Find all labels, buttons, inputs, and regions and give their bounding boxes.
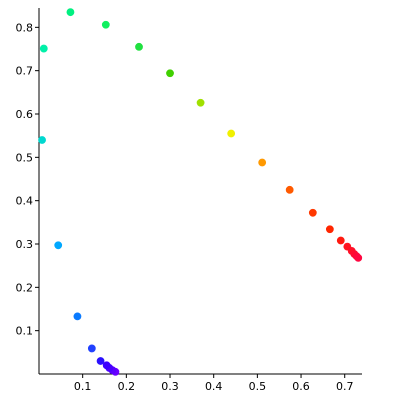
data-point xyxy=(54,241,63,250)
x-tick-label: 0.6 xyxy=(292,380,310,393)
data-points xyxy=(38,8,363,376)
data-point xyxy=(336,236,345,245)
y-tick-label: 0.4 xyxy=(16,195,34,208)
x-tick-label: 0.4 xyxy=(205,380,223,393)
data-point xyxy=(66,8,75,17)
data-point xyxy=(325,225,334,234)
data-point xyxy=(101,20,110,29)
data-point xyxy=(96,357,105,365)
y-tick-label: 0.1 xyxy=(16,325,34,338)
y-tick-label: 0.2 xyxy=(16,281,34,294)
data-point xyxy=(135,42,143,51)
x-tick-label: 0.2 xyxy=(118,380,136,393)
data-point xyxy=(87,344,96,353)
y-tick-label: 0.7 xyxy=(16,65,34,78)
x-tick-label: 0.1 xyxy=(74,380,92,393)
x-tick-label: 0.5 xyxy=(249,380,267,393)
axes: 0.1 0.2 0.3 0.4 0.5 0.6 0.7 0.1 0.2 0.3 0.4 0.5 0.6 0… xyxy=(16,8,362,393)
x-tick-label: 0.3 xyxy=(161,380,179,393)
x-tick-label: 0.7 xyxy=(336,380,354,393)
data-point xyxy=(196,98,205,107)
y-tick-label: 0.6 xyxy=(16,108,34,121)
y-tick-label: 0.8 xyxy=(16,21,34,34)
data-point xyxy=(102,361,111,370)
y-tick-label: 0.5 xyxy=(16,151,34,164)
data-point xyxy=(227,129,236,138)
data-point xyxy=(308,208,317,217)
data-point xyxy=(39,44,48,53)
data-point xyxy=(38,136,46,144)
data-point xyxy=(285,185,294,194)
y-tick-label: 0.3 xyxy=(16,238,34,251)
data-point xyxy=(166,69,174,78)
data-point xyxy=(354,253,363,262)
data-point xyxy=(73,312,82,321)
data-point xyxy=(258,158,267,167)
